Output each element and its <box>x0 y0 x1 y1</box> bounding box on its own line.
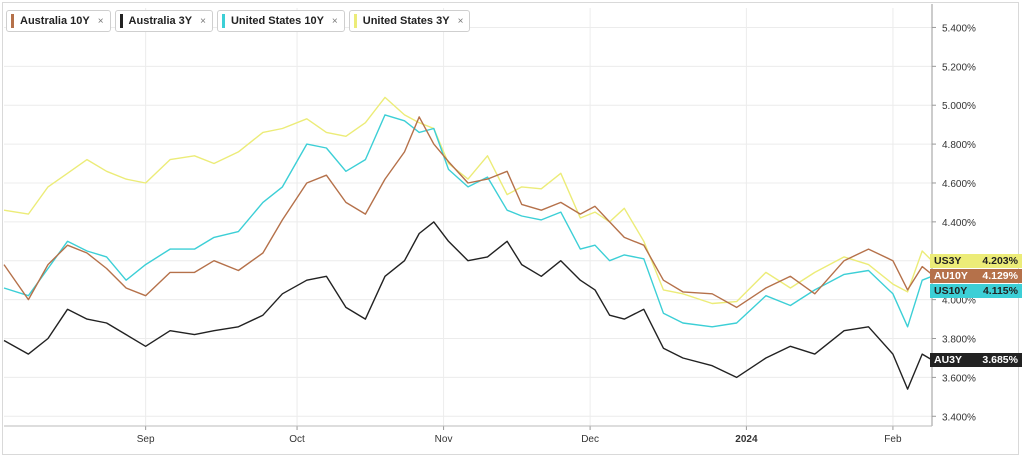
badge-symbol: US3Y <box>934 254 962 267</box>
x-tick-label: Sep <box>137 434 155 445</box>
badge-symbol: AU10Y <box>934 269 968 282</box>
x-tick-label: 2024 <box>735 434 758 445</box>
close-icon[interactable]: × <box>200 15 206 27</box>
y-tick-label: 5.400% <box>942 23 976 34</box>
legend-chip-united-states-3y[interactable]: United States 3Y × <box>348 10 471 32</box>
close-icon[interactable]: × <box>457 15 464 27</box>
legend-chip-united-states-10y[interactable]: United States 10Y × <box>216 10 345 32</box>
y-tick-label: 4.400% <box>942 218 976 229</box>
series-color-swatch <box>221 14 225 28</box>
x-tick-label: Dec <box>581 434 599 445</box>
last-value-badge-au10y: AU10Y 4.129% <box>930 268 1022 283</box>
series-line-united-states-3y <box>3 96 933 305</box>
legend-label: Australia 10Y <box>20 15 90 27</box>
y-tick-label: 4.800% <box>942 140 976 151</box>
series-color-swatch <box>353 14 357 28</box>
series-line-united-states-10y <box>3 114 933 328</box>
series-color-swatch <box>11 14 14 28</box>
badge-value: 4.129% <box>982 269 1018 282</box>
y-tick-label: 5.000% <box>942 101 976 112</box>
last-value-badge-au3y: AU3Y 3.685% <box>930 352 1022 367</box>
last-value-badge-us10y: US10Y 4.115% <box>930 283 1022 298</box>
y-tick-label: 4.600% <box>942 179 976 190</box>
badge-value: 3.685% <box>982 353 1018 366</box>
close-icon[interactable]: × <box>97 15 104 27</box>
x-tick-label: Feb <box>884 434 902 445</box>
legend-label: United States 3Y <box>362 15 450 27</box>
x-tick-label: Nov <box>435 434 453 445</box>
badge-symbol: US10Y <box>934 284 968 297</box>
y-tick-label: 4.000% <box>942 296 976 307</box>
legend-chip-australia-10y[interactable]: Australia 10Y × <box>6 10 111 32</box>
last-value-badge-us3y: US3Y 4.203% <box>930 253 1022 268</box>
series-line-australia-10y <box>3 116 933 309</box>
legend-label: Australia 3Y <box>128 15 193 27</box>
legend: Australia 10Y × Australia 3Y × United St… <box>6 10 471 34</box>
y-tick-label: 3.400% <box>942 412 976 423</box>
y-tick-label: 5.200% <box>942 62 976 73</box>
badge-symbol: AU3Y <box>934 353 963 366</box>
badge-value: 4.203% <box>982 254 1018 267</box>
legend-chip-australia-3y[interactable]: Australia 3Y × <box>114 10 213 32</box>
series-color-swatch <box>119 14 123 28</box>
y-tick-label: 3.800% <box>942 335 976 346</box>
badge-value: 4.115% <box>982 284 1018 297</box>
legend-label: United States 10Y <box>230 15 324 27</box>
y-tick-label: 3.600% <box>942 373 976 384</box>
series-line-australia-3y <box>3 221 933 390</box>
x-tick-label: Oct <box>289 434 305 445</box>
close-icon[interactable]: × <box>331 15 338 27</box>
